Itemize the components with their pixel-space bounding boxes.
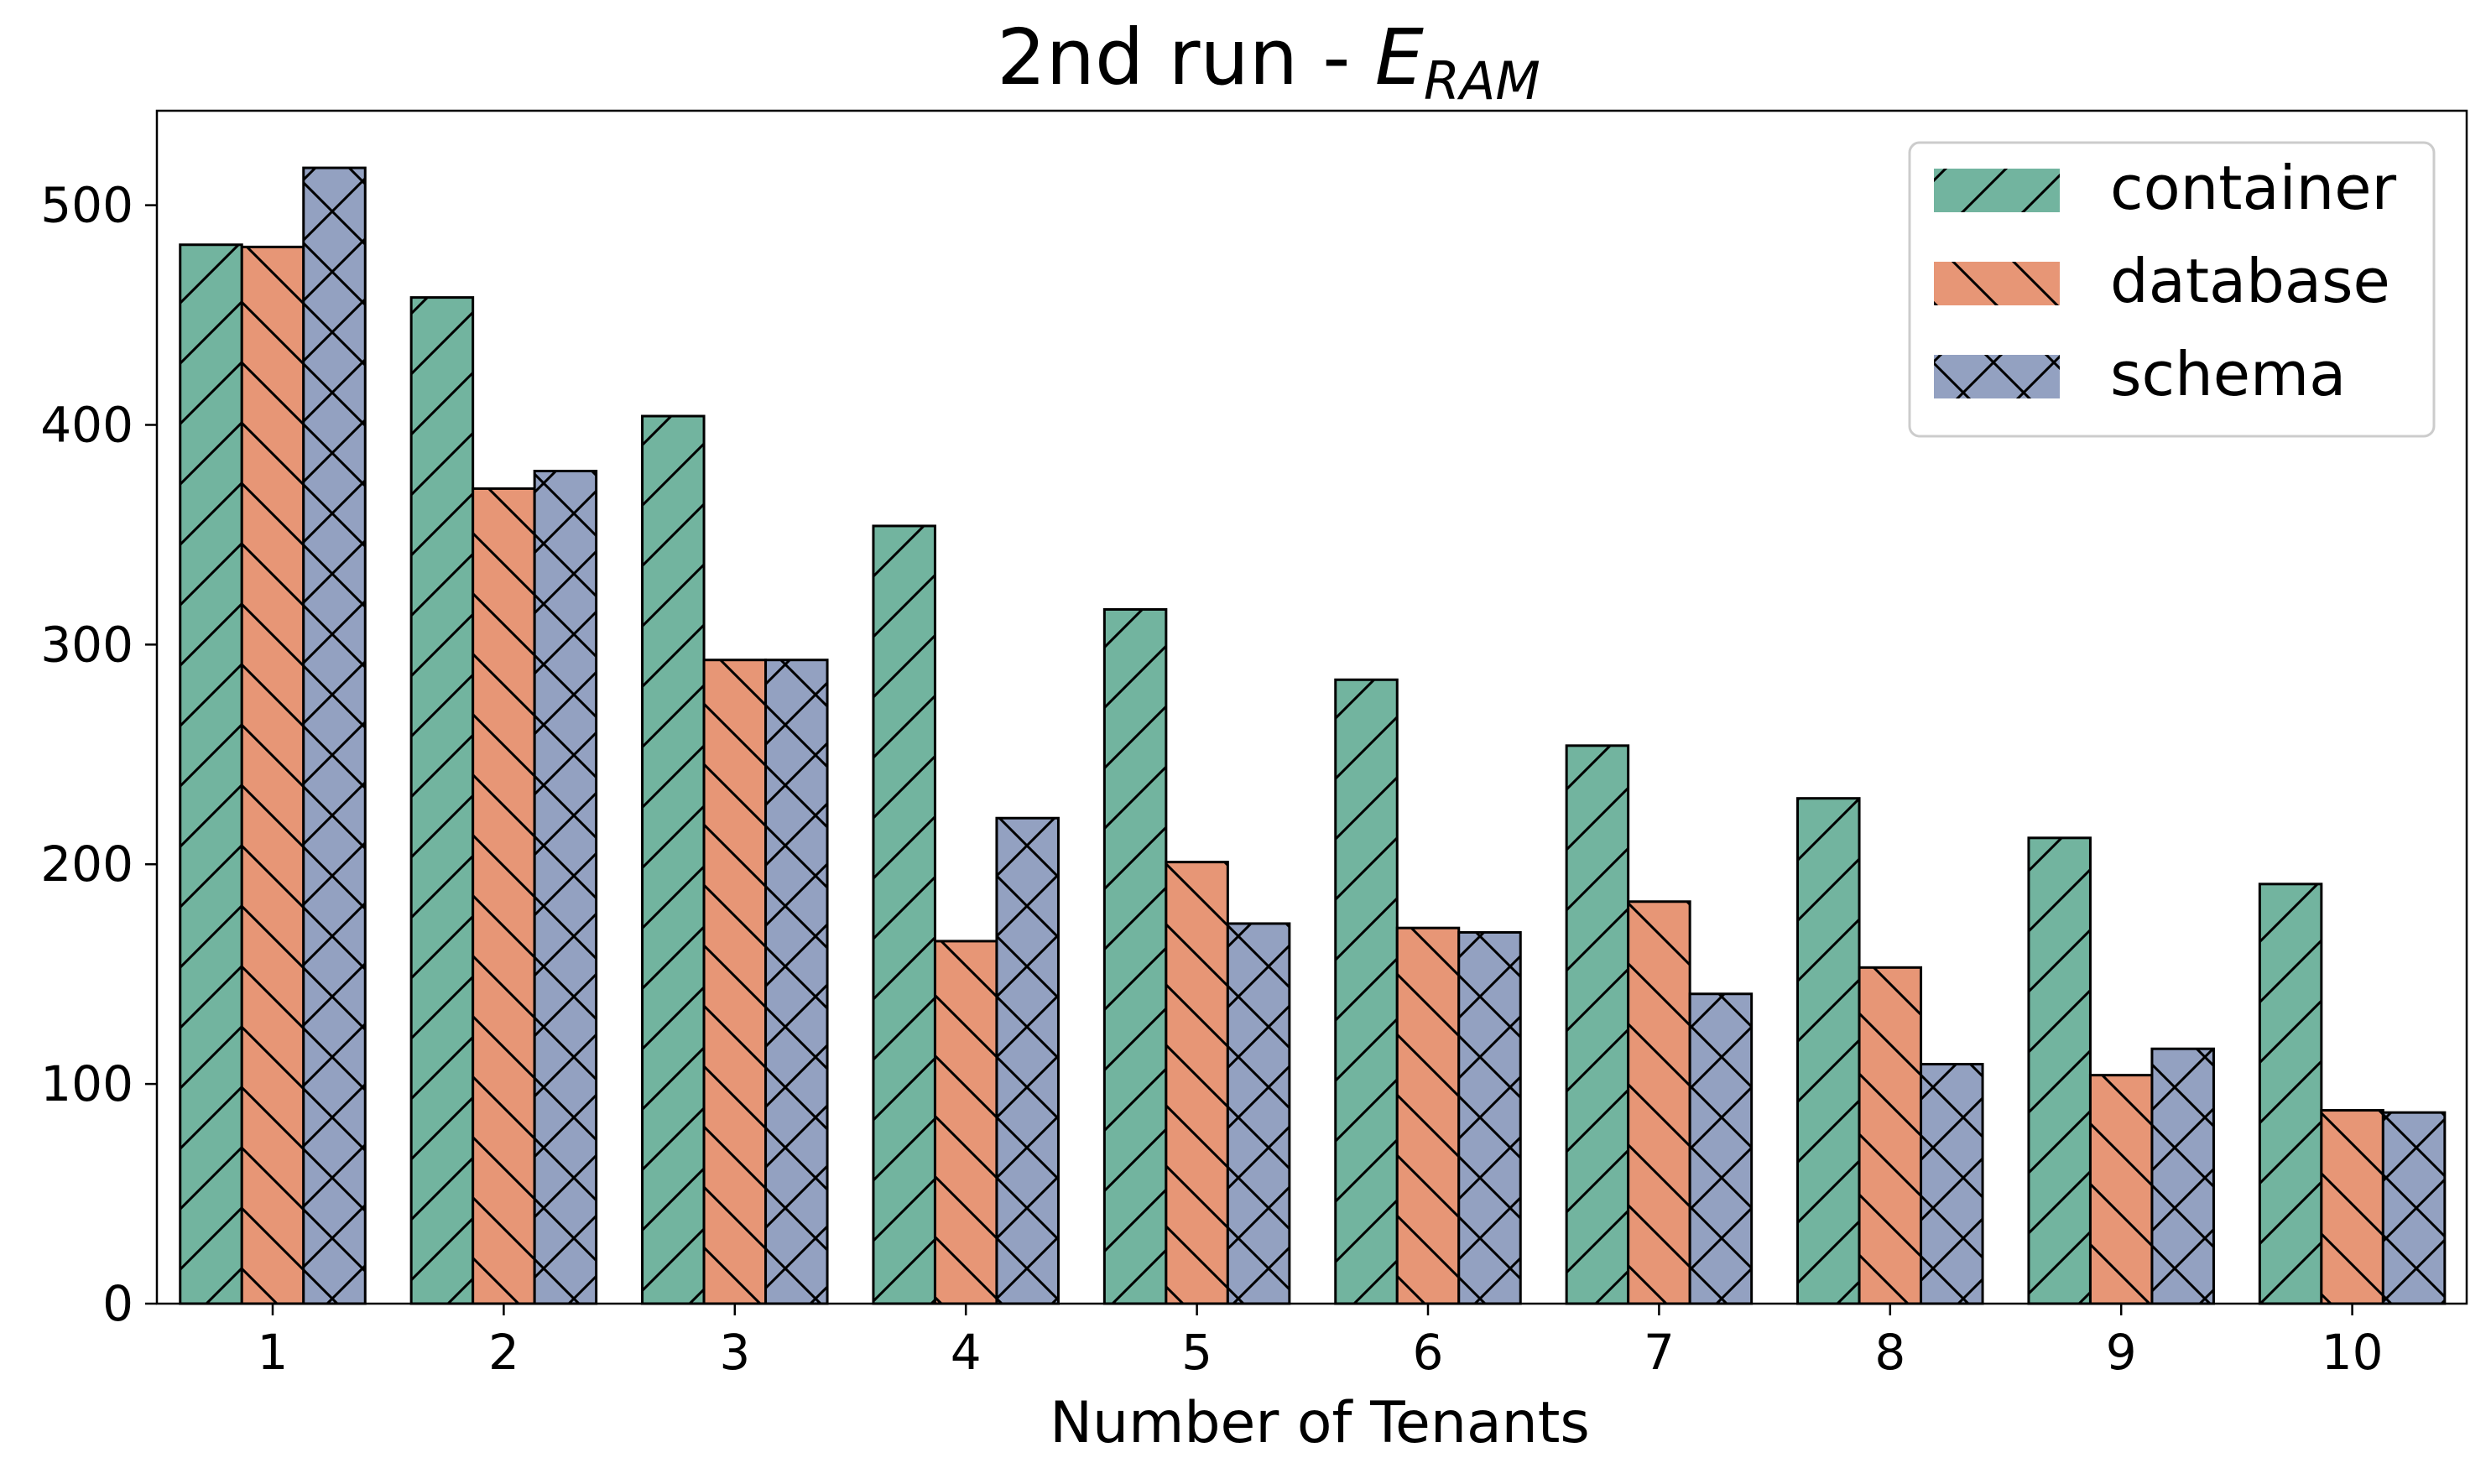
x-tick-label: 4 bbox=[951, 1324, 982, 1381]
x-tick-label: 8 bbox=[1874, 1324, 1905, 1381]
bar-database-6 bbox=[1395, 926, 1461, 1305]
y-tick-label: 100 bbox=[40, 1055, 133, 1112]
y-tick-label: 0 bbox=[102, 1275, 133, 1332]
x-tick-label: 10 bbox=[2322, 1324, 2384, 1381]
x-tick-label: 9 bbox=[2106, 1324, 2137, 1381]
bar-schema-5 bbox=[1226, 922, 1291, 1305]
bar-container-5 bbox=[1102, 607, 1168, 1305]
plot-area bbox=[155, 109, 2468, 1305]
bar-database-8 bbox=[1858, 966, 1923, 1305]
y-axis: 0 100 200 300 400 500 bbox=[40, 177, 157, 1332]
bar-schema-4 bbox=[995, 816, 1060, 1305]
legend: container database schema bbox=[1908, 141, 2436, 438]
bar-container-1 bbox=[179, 243, 243, 1305]
bar-database-2 bbox=[472, 487, 536, 1305]
bar-schema-3 bbox=[764, 659, 829, 1305]
x-tick-label: 1 bbox=[258, 1324, 289, 1381]
legend-label: schema bbox=[2110, 339, 2346, 409]
x-tick-label: 2 bbox=[488, 1324, 519, 1381]
bar-database-7 bbox=[1627, 900, 1691, 1305]
title-math-base: E bbox=[1375, 13, 1424, 102]
bar-container-4 bbox=[872, 524, 936, 1305]
legend-label: container bbox=[2110, 153, 2397, 223]
bar-database-10 bbox=[2320, 1109, 2384, 1305]
bar-schema-1 bbox=[302, 166, 367, 1305]
bar-database-1 bbox=[240, 245, 305, 1305]
x-tick-label: 3 bbox=[719, 1324, 750, 1381]
bar-container-8 bbox=[1796, 797, 1861, 1305]
chart-title: 2nd run - ERAM bbox=[997, 13, 1540, 112]
bar-schema-9 bbox=[2150, 1047, 2215, 1305]
bar-schema-2 bbox=[533, 469, 598, 1305]
bar-container-9 bbox=[2027, 836, 2092, 1305]
bar-schema-7 bbox=[1688, 992, 1754, 1305]
bar-container-6 bbox=[1334, 678, 1399, 1305]
legend-item-database: database bbox=[1934, 246, 2390, 316]
bar-schema-8 bbox=[1920, 1063, 1984, 1305]
legend-label: database bbox=[2110, 246, 2390, 316]
y-tick-label: 400 bbox=[40, 396, 133, 453]
x-tick-label: 7 bbox=[1644, 1324, 1675, 1381]
bar-container-10 bbox=[2258, 883, 2323, 1305]
x-axis: 1 2 3 4 5 6 7 8 9 10 bbox=[258, 1304, 2384, 1381]
bar-container-7 bbox=[1565, 744, 1630, 1305]
x-tick-label: 5 bbox=[1181, 1324, 1212, 1381]
bar-database-5 bbox=[1165, 861, 1229, 1305]
title-math-subscript: RAM bbox=[1424, 50, 1540, 112]
plot-frame bbox=[155, 109, 2468, 1305]
x-axis-label: Number of Tenants bbox=[1050, 1390, 1590, 1456]
legend-item-container: container bbox=[1934, 153, 2397, 223]
bar-container-2 bbox=[409, 296, 475, 1305]
bar-schema-10 bbox=[2381, 1111, 2447, 1305]
legend-item-schema: schema bbox=[1934, 339, 2346, 409]
bar-database-9 bbox=[2088, 1074, 2154, 1305]
bar-schema-6 bbox=[1457, 930, 1522, 1305]
y-tick-label: 500 bbox=[40, 177, 133, 234]
y-tick-label: 200 bbox=[40, 836, 133, 893]
bar-container-3 bbox=[641, 414, 706, 1305]
x-tick-label: 6 bbox=[1413, 1324, 1444, 1381]
bar-database-3 bbox=[702, 659, 768, 1305]
bar-database-4 bbox=[933, 940, 998, 1305]
y-tick-label: 300 bbox=[40, 616, 133, 673]
